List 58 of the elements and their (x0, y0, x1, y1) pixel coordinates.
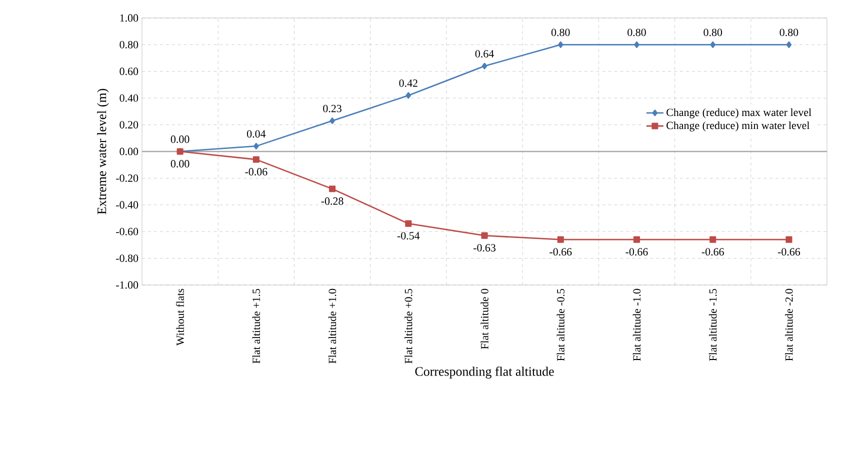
y-tick-label: -0.60 (116, 228, 138, 236)
y-tick-label: -0.20 (116, 174, 138, 182)
point (786, 41, 792, 48)
y-tick-label: 0.00 (120, 148, 138, 156)
data-label: 0.04 (247, 130, 266, 138)
point (710, 236, 716, 243)
data-label: -0.66 (702, 248, 724, 256)
point (330, 117, 335, 124)
legend-label: Change (reduce) min water level (666, 121, 810, 132)
y-tick-label: 0.40 (120, 94, 138, 102)
point (557, 236, 564, 243)
data-label: 0.64 (475, 50, 494, 58)
data-label: -0.54 (397, 232, 420, 240)
data-label: 0.80 (704, 28, 722, 36)
point (633, 236, 640, 243)
point (558, 41, 564, 48)
y-tick-label: -1.00 (116, 281, 138, 289)
point (482, 62, 488, 70)
x-tick-label: Flat altitude +1.5 (252, 288, 260, 364)
y-tick-label: -0.40 (116, 201, 138, 209)
data-label: -0.63 (474, 244, 496, 252)
data-label: 0.23 (323, 104, 342, 112)
point (328, 186, 336, 192)
point (710, 41, 716, 48)
y-tick-label: -0.80 (116, 254, 138, 262)
x-tick-label: Flat altitude 0 (480, 288, 488, 350)
x-tick-label: Without flats (176, 288, 184, 346)
x-axis-title: Corresponding flat altitude (415, 366, 554, 379)
y-tick-label: 0.60 (120, 68, 138, 76)
y-tick-label: 1.00 (120, 14, 138, 22)
point (634, 41, 640, 48)
x-tick-label: Flat altitude +0.5 (404, 288, 412, 364)
x-tick-label: Flat altitude +1.0 (328, 288, 336, 364)
y-axis-title: Extreme water level (m) (97, 88, 109, 214)
point (406, 92, 412, 99)
point (481, 232, 488, 239)
data-label: -0.66 (778, 248, 800, 256)
data-label: 0.00 (170, 136, 190, 143)
y-tick-label: 0.80 (120, 40, 138, 48)
data-label: -0.66 (550, 248, 572, 256)
x-tick-label: Flat altitude -0.5 (556, 288, 564, 361)
data-label: 0.80 (628, 28, 646, 36)
point (254, 142, 259, 150)
legend-label: Change (reduce) max water level (666, 108, 812, 118)
data-label: -0.28 (321, 197, 344, 205)
data-label: -0.66 (626, 248, 648, 256)
data-label: 0.80 (780, 28, 798, 36)
x-tick-label: Flat altitude -2.0 (785, 288, 793, 361)
data-label: 0.00 (170, 160, 190, 168)
data-label: -0.06 (245, 168, 268, 176)
data-label: 0.80 (551, 28, 570, 36)
y-tick-label: 0.20 (120, 121, 138, 129)
point (252, 156, 260, 163)
data-label: 0.42 (399, 79, 418, 87)
x-tick-label: Flat altitude -1.5 (708, 288, 717, 361)
point (405, 220, 412, 227)
x-tick-label: Flat altitude -1.0 (632, 288, 641, 361)
point (786, 236, 792, 243)
